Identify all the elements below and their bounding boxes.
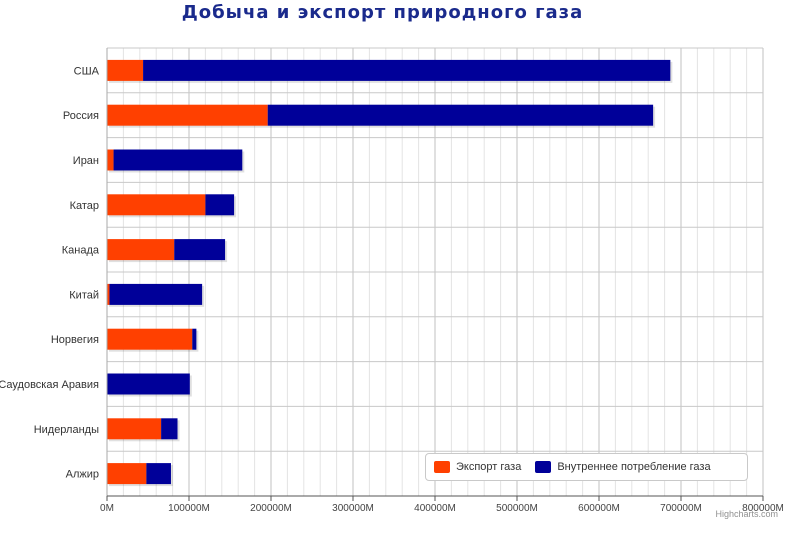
y-tick-label: Китай: [69, 289, 99, 301]
bar-export: [107, 149, 114, 171]
bar-domestic: [174, 239, 226, 261]
bar-export: [107, 328, 193, 350]
bar-export: [107, 283, 110, 305]
bar-domestic: [107, 373, 190, 395]
bar-domestic: [146, 463, 171, 485]
legend-swatch-export: [434, 461, 450, 473]
bar-domestic: [161, 418, 178, 440]
axes: США Россия Иран Катар Канада Китай Норвегия Сау…: [0, 48, 784, 514]
legend-item-export[interactable]: Экспорт газа: [434, 461, 521, 473]
y-tick-label: США: [74, 65, 100, 77]
x-tick-label: 100000M: [168, 503, 210, 514]
x-tick-label: 800000M: [742, 503, 784, 514]
bar-domestic: [143, 59, 671, 81]
chart-title: Добыча и экспорт природного газа: [181, 2, 584, 23]
bar-domestic: [109, 283, 203, 305]
x-tick-label: 700000M: [660, 503, 702, 514]
y-tick-label: Норвегия: [51, 334, 99, 346]
bar-export: [107, 463, 147, 485]
bar-export: [107, 418, 162, 440]
bar-domestic: [113, 149, 243, 171]
credits-link[interactable]: Highcharts.com: [715, 509, 778, 519]
x-tick-label: 500000M: [496, 503, 538, 514]
bar-export: [107, 239, 175, 261]
x-tick-label: 300000M: [332, 503, 374, 514]
y-tick-label: Нидерланды: [34, 424, 99, 436]
x-tick-label: 0M: [100, 503, 114, 514]
x-tick-label: 400000M: [414, 503, 456, 514]
legend-label-domestic: Внутреннее потребление газа: [557, 461, 711, 473]
y-tick-label: Иран: [73, 155, 99, 167]
bar-export: [107, 59, 144, 81]
bar-domestic: [267, 104, 654, 126]
legend-label-export: Экспорт газа: [456, 461, 522, 473]
y-tick-label: Катар: [70, 200, 99, 212]
y-tick-label: Канада: [62, 245, 100, 257]
legend: Экспорт газа Внутреннее потребление газа: [425, 453, 748, 481]
legend-item-domestic[interactable]: Внутреннее потребление газа: [535, 461, 711, 473]
y-tick-label: Саудовская Аравия: [0, 379, 99, 391]
y-tick-label: Россия: [63, 110, 99, 122]
bar-domestic: [192, 328, 197, 350]
bar-export: [107, 194, 206, 216]
bars: [107, 59, 673, 487]
x-tick-label: 200000M: [250, 503, 292, 514]
bar-export: [107, 104, 268, 126]
x-tick-label: 600000M: [578, 503, 620, 514]
y-tick-label: Алжир: [66, 469, 99, 481]
legend-swatch-domestic: [535, 461, 552, 473]
bar-domestic: [205, 194, 235, 216]
